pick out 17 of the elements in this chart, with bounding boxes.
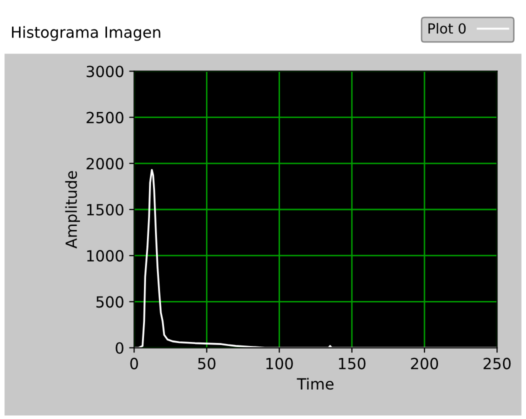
legend-label: Plot 0 [428, 22, 466, 34]
y-tick-label: 1000 [87, 250, 124, 262]
y-tick-label: 0 [116, 342, 124, 354]
y-tick-label: 1500 [87, 204, 124, 216]
y-tick-label: 500 [96, 296, 124, 308]
chart-title: Histograma Imagen [12, 26, 160, 41]
y-tick-label: 2500 [86, 112, 124, 124]
x-tick-label: 100 [266, 358, 293, 370]
x-tick-label: 50 [198, 358, 216, 370]
x-axis-title: Time [296, 378, 334, 390]
x-tick-label: 250 [484, 358, 511, 370]
x-tick-label: 0 [130, 358, 138, 370]
x-tick-label: 150 [338, 358, 366, 370]
x-tick-label: 200 [411, 358, 438, 370]
y-axis-title: Amplitude [65, 171, 80, 249]
y-tick-label: 2000 [86, 158, 124, 170]
y-tick-label: 3000 [86, 66, 124, 78]
